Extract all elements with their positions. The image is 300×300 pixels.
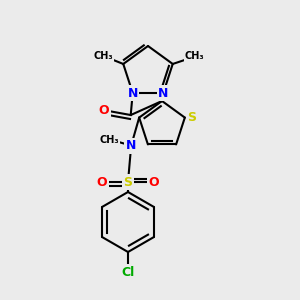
Text: Cl: Cl — [122, 266, 135, 278]
Text: S: S — [124, 176, 133, 188]
Text: O: O — [149, 176, 159, 188]
Text: N: N — [158, 86, 169, 100]
Text: O: O — [97, 176, 107, 188]
Text: N: N — [126, 139, 136, 152]
Text: S: S — [187, 111, 196, 124]
Text: N: N — [128, 86, 138, 100]
Text: CH₃: CH₃ — [94, 51, 113, 61]
Text: CH₃: CH₃ — [185, 51, 205, 61]
Text: O: O — [98, 103, 109, 116]
Text: CH₃: CH₃ — [99, 135, 119, 145]
